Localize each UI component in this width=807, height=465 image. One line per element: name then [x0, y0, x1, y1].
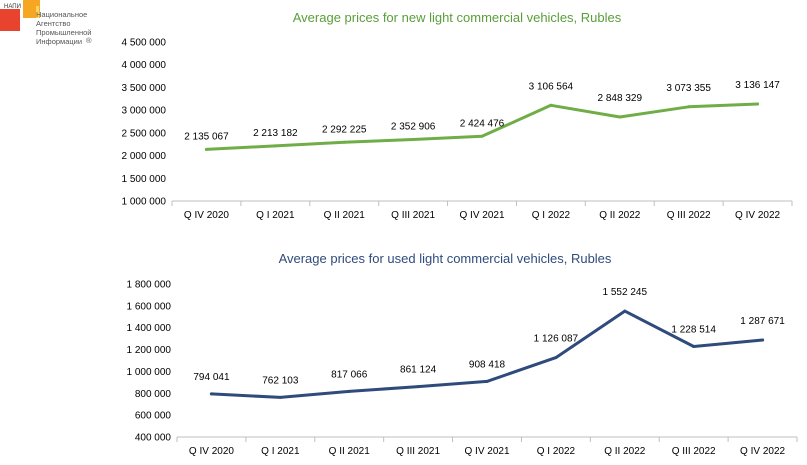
chart-2-data-label: 794 041: [193, 372, 230, 383]
chart-2-data-point: [209, 392, 213, 396]
chart-2-y-tick-label: 800 000: [135, 389, 172, 400]
chart-2-x-tick-label: Q I 2021: [261, 446, 300, 457]
chart-1-data-point: [480, 134, 484, 138]
chart-1-data-point: [273, 144, 277, 148]
chart-2-x-tick-label: Q IV 2020: [189, 446, 234, 457]
chart-1-y-tick-label: 1 500 000: [122, 174, 167, 185]
chart-2-data-point: [623, 309, 627, 313]
chart-2-data-label: 908 418: [469, 359, 506, 370]
logo-red-square: [0, 9, 20, 31]
chart-2-x-tick-label: Q IV 2021: [464, 446, 509, 457]
chart-2-data-point: [761, 338, 765, 342]
chart-1-data-point: [204, 147, 208, 151]
logo-line-1: Национальное: [36, 10, 88, 19]
chart-2-data-point: [278, 395, 282, 399]
chart-2-data-point: [416, 385, 420, 389]
chart-2-x-tick-label: Q III 2022: [672, 446, 716, 457]
chart-1-y-tick-label: 3 000 000: [122, 106, 167, 117]
chart-1-title: Average prices for new light commercial …: [293, 10, 622, 25]
chart-2-x-tick-label: Q II 2021: [329, 446, 371, 457]
chart-2-x-tick-label: Q I 2022: [537, 446, 576, 457]
chart-1-data-label: 2 848 329: [598, 93, 643, 104]
chart-1-y-tick-label: 4 500 000: [122, 38, 167, 49]
chart-1-x-tick-label: Q III 2022: [667, 210, 711, 221]
chart-1-data-label: 2 213 182: [253, 128, 298, 139]
chart-1-data-point: [411, 138, 415, 142]
logo-abbr: НАПИ: [4, 4, 21, 10]
chart-1-x-tick-label: Q I 2021: [256, 210, 295, 221]
logo-orange-square: [23, 0, 40, 18]
chart-2-y-tick-label: 1 600 000: [127, 301, 172, 312]
logo-line-2: Агентство: [36, 19, 71, 28]
chart-2-y-tick-label: 1 400 000: [127, 323, 172, 334]
chart-1-data-label: 3 073 355: [666, 83, 711, 94]
chart-1-data-label: 3 136 147: [735, 80, 780, 91]
chart-1-x-tick-label: Q I 2022: [532, 210, 571, 221]
chart-2-data-point: [692, 344, 696, 348]
chart-1-data-label: 2 135 067: [184, 131, 229, 142]
chart-2-data-point: [347, 389, 351, 393]
logo-yellow-stripe: [36, 6, 39, 18]
chart-1-x-tick-label: Q IV 2021: [459, 210, 504, 221]
chart-2-x-tick-label: Q II 2022: [604, 446, 646, 457]
chart-2-data-label: 1 552 245: [603, 287, 648, 298]
chart-2-y-tick-label: 1 000 000: [127, 367, 172, 378]
chart-2-data-label: 1 126 087: [534, 334, 579, 345]
chart-1-x-tick-label: Q II 2021: [324, 210, 366, 221]
chart-1-y-tick-label: 4 000 000: [122, 60, 167, 71]
chart-1-y-tick-label: 2 500 000: [122, 128, 167, 139]
chart-2-data-label: 1 228 514: [671, 324, 716, 335]
napi-logo: НАПИ Национальное Агентство Промышленной…: [0, 0, 110, 60]
logo-line-3: Промышленной: [36, 28, 92, 37]
chart-2-y-tick-label: 600 000: [135, 411, 172, 422]
chart-1-x-tick-label: Q IV 2020: [184, 210, 229, 221]
chart-2-x-tick-label: Q III 2021: [396, 446, 440, 457]
chart-1-y-tick-label: 3 500 000: [122, 83, 167, 94]
chart-1-data-point: [342, 140, 346, 144]
chart-2-y-tick-label: 1 200 000: [127, 345, 172, 356]
chart-1-data-label: 2 292 225: [322, 124, 367, 135]
chart-1-x-tick-label: Q III 2021: [391, 210, 435, 221]
logo-line-4: Информации: [36, 37, 83, 46]
chart-1-data-label: 3 106 564: [529, 81, 574, 92]
chart-2-x-tick-label: Q IV 2022: [740, 446, 785, 457]
chart-1-x-tick-label: Q IV 2022: [735, 210, 780, 221]
logo-mark-icon: [0, 0, 40, 31]
chart-1-data-point: [756, 102, 760, 106]
chart-2-data-point: [485, 379, 489, 383]
chart-1-data-label: 2 352 906: [391, 122, 436, 133]
chart-1-data-point: [687, 105, 691, 109]
chart-1-data-point: [618, 115, 622, 119]
chart-1-y-tick-label: 2 000 000: [122, 151, 167, 162]
chart-2-y-tick-label: 400 000: [135, 433, 172, 444]
chart-2-data-point: [554, 356, 558, 360]
chart-2-data-label: 1 287 671: [740, 316, 785, 327]
chart-2-data-label: 861 124: [400, 365, 437, 376]
logo-registered-mark: ®: [86, 36, 92, 45]
chart-2-data-label: 762 103: [262, 375, 299, 386]
chart-2-y-tick-label: 1 800 000: [127, 280, 172, 291]
chart-1-y-tick-label: 1 000 000: [122, 197, 167, 208]
chart-1-data-point: [549, 103, 553, 107]
chart-1-data-label: 2 424 476: [460, 118, 505, 129]
chart-2-data-label: 817 066: [331, 369, 368, 380]
chart-1-x-tick-label: Q II 2022: [599, 210, 641, 221]
chart-2-title: Average prices for used light commercial…: [279, 251, 612, 266]
